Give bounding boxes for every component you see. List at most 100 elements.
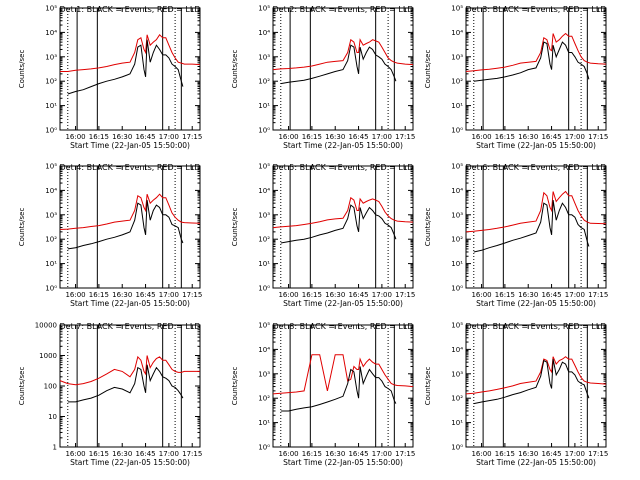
y-tick-label: 10³ [258, 211, 270, 219]
events-series-line [67, 39, 184, 95]
y-tick-label: 10⁴ [45, 187, 57, 195]
y-tick-label: 10⁴ [258, 187, 270, 195]
x-axis-label: Start Time (22-Jan-05 15:50:00) [283, 141, 403, 150]
y-tick-label: 10⁵ [451, 322, 463, 330]
x-tick-label: 17:00 [372, 450, 392, 458]
x-axis-label: Start Time (22-Jan-05 15:50:00) [70, 458, 190, 467]
x-tick-label: 16:15 [495, 291, 515, 299]
x-axis-label: Start Time (22-Jan-05 15:50:00) [283, 299, 403, 308]
x-tick-label: 16:45 [135, 291, 155, 299]
x-tick-label: 17:00 [565, 450, 585, 458]
x-tick-label: 16:30 [325, 133, 345, 141]
x-tick-label: 16:00 [471, 133, 491, 141]
x-tick-label: 17:15 [395, 133, 415, 141]
panel-title: Det 2: BLACK = Events, RED = LLD [273, 5, 414, 14]
y-tick-label: 10² [258, 395, 270, 403]
x-tick-label: 16:45 [541, 450, 561, 458]
panel-title: Det 1: BLACK = Events, RED = LLD [60, 5, 201, 14]
x-tick-label: 16:30 [112, 450, 132, 458]
x-tick-label: 17:00 [565, 291, 585, 299]
x-tick-label: 17:15 [182, 450, 202, 458]
x-tick-label: 17:00 [372, 291, 392, 299]
plot-frame [465, 165, 607, 289]
y-axis-label: Counts/sec [18, 367, 26, 406]
y-tick-label: 10⁴ [451, 187, 463, 195]
lld-series-line [59, 355, 200, 386]
y-tick-label: 10⁵ [451, 163, 463, 171]
y-tick-label: 10³ [451, 53, 463, 61]
y-tick-label: 10⁰ [258, 285, 270, 293]
x-tick-label: 16:00 [65, 133, 85, 141]
detector-panel-1: Det 1: BLACK = Events, RED = LLD 16:00 16:… [18, 5, 202, 151]
detector-panel-7: Det 7: BLACK = Events, RED = LLD 16:00 16:… [18, 322, 202, 468]
plot-frame [272, 324, 414, 448]
x-tick-label: 16:15 [302, 450, 322, 458]
events-series-line [280, 366, 397, 412]
events-series-line [280, 204, 397, 244]
x-tick-label: 17:00 [565, 133, 585, 141]
x-tick-label: 16:30 [518, 291, 538, 299]
x-tick-label: 16:00 [278, 450, 298, 458]
y-tick-label: 10³ [258, 53, 270, 61]
y-tick-label: 10⁵ [45, 163, 57, 171]
y-tick-label: 10³ [258, 370, 270, 378]
detector-panel-6: Det 6: BLACK = Events, RED = LLD 16:00 16:… [424, 163, 608, 309]
x-tick-label: 16:00 [471, 450, 491, 458]
y-tick-label: 10⁰ [45, 127, 57, 135]
y-tick-label: 10¹ [258, 102, 270, 110]
y-tick-label: 10⁴ [45, 29, 57, 37]
y-tick-label: 10² [45, 78, 57, 86]
panel-title: Det 4: BLACK = Events, RED = LLD [60, 163, 201, 172]
x-axis-label: Start Time (22-Jan-05 15:50:00) [476, 141, 596, 150]
x-tick-label: 16:45 [135, 450, 155, 458]
y-axis-label: Counts/sec [424, 208, 432, 247]
lld-series-line [465, 190, 607, 233]
x-tick-label: 17:15 [588, 450, 608, 458]
x-tick-label: 17:15 [588, 291, 608, 299]
y-tick-label: 10⁰ [45, 285, 57, 293]
y-tick-label: 10¹ [258, 419, 270, 427]
x-tick-label: 16:45 [135, 133, 155, 141]
lld-series-line [272, 354, 414, 395]
panel-title: Det 3: BLACK = Events, RED = LLD [466, 5, 607, 14]
detector-panel-9: Det 9: BLACK = Events, RED = LLD 16:00 16:… [424, 322, 608, 468]
x-tick-label: 16:45 [541, 133, 561, 141]
lld-series-line [465, 32, 607, 72]
y-tick-label: 10⁵ [45, 5, 57, 13]
x-tick-label: 16:45 [348, 133, 368, 141]
y-axis-label: Counts/sec [18, 208, 26, 247]
lld-series-line [60, 34, 201, 72]
y-tick-label: 10³ [45, 211, 57, 219]
x-tick-label: 16:00 [471, 291, 491, 299]
y-tick-label: 10⁰ [451, 127, 463, 135]
events-series-line [473, 41, 590, 82]
detector-panel-2: Det 2: BLACK = Events, RED = LLD 16:00 16:… [231, 5, 415, 151]
panel-title: Det 6: BLACK = Events, RED = LLD [466, 163, 607, 172]
x-tick-label: 17:15 [395, 291, 415, 299]
events-series-line [280, 44, 397, 85]
events-series-line [473, 359, 590, 405]
x-tick-label: 16:15 [89, 291, 109, 299]
y-tick-label: 10⁵ [451, 5, 463, 13]
detector-panel-8: Det 8: BLACK = Events, RED = LLD 16:00 16:… [231, 322, 415, 468]
panel-title: Det 7: BLACK = Events, RED = LLD [60, 322, 201, 331]
y-tick-label: 10¹ [451, 102, 463, 110]
x-tick-label: 16:15 [302, 291, 322, 299]
y-axis-label: Counts/sec [424, 50, 432, 89]
y-tick-label: 10¹ [451, 419, 463, 427]
y-axis-label: Counts/sec [18, 50, 26, 89]
x-tick-label: 17:15 [182, 133, 202, 141]
x-axis-label: Start Time (22-Jan-05 15:50:00) [283, 458, 403, 467]
y-tick-label: 10⁰ [258, 444, 270, 452]
x-tick-label: 17:00 [372, 133, 392, 141]
x-axis-label: Start Time (22-Jan-05 15:50:00) [70, 299, 190, 308]
x-tick-label: 16:30 [325, 450, 345, 458]
x-axis-label: Start Time (22-Jan-05 15:50:00) [476, 458, 596, 467]
x-tick-label: 16:00 [278, 133, 298, 141]
y-axis-label: Counts/sec [231, 50, 239, 89]
y-tick-label: 10000 [35, 322, 57, 330]
y-axis-label: Counts/sec [231, 367, 239, 406]
y-tick-label: 1 [53, 444, 57, 452]
x-tick-label: 16:45 [541, 291, 561, 299]
